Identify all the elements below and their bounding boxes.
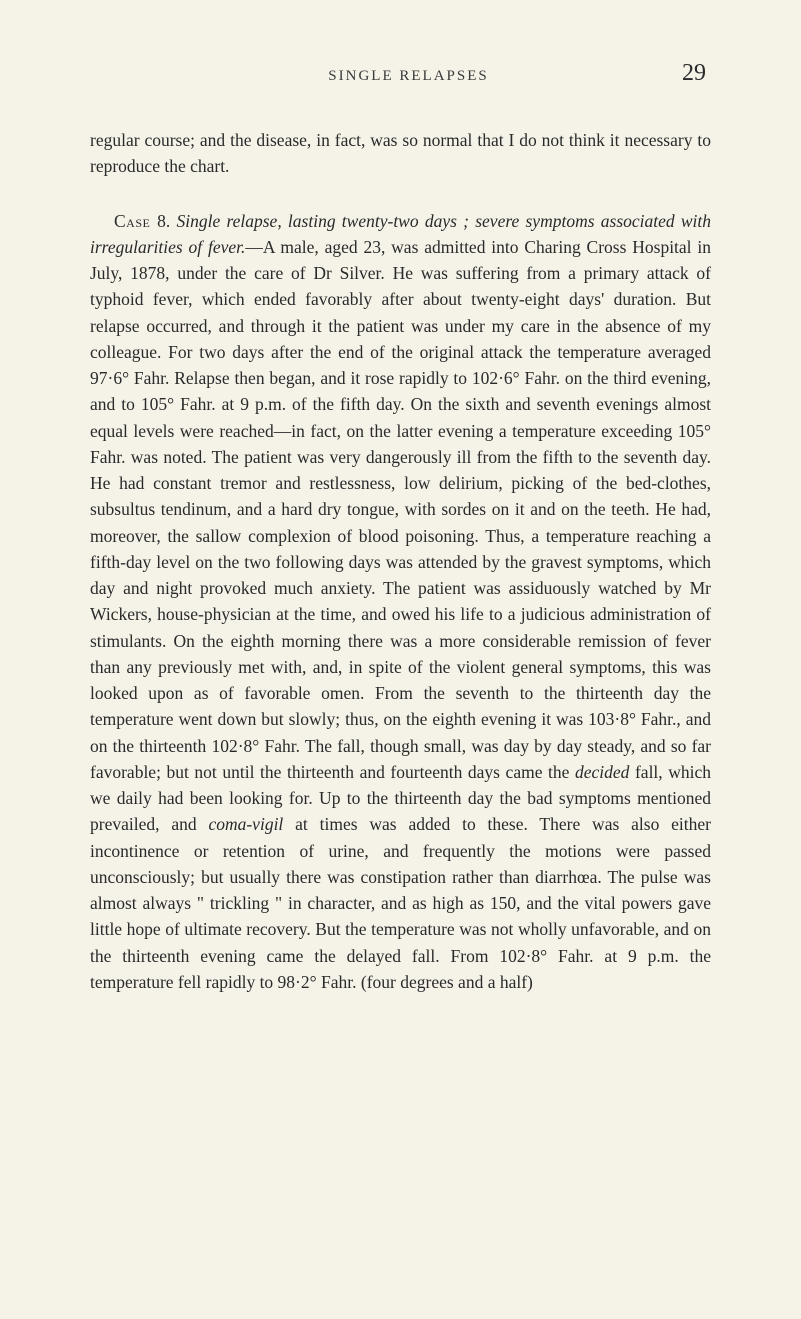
decided-italic: decided xyxy=(575,762,629,782)
case-label: Case xyxy=(114,211,157,231)
case-body-1: —A male, aged 23, was admitted into Char… xyxy=(90,237,711,782)
page-number: 29 xyxy=(682,60,706,87)
coma-vigil-italic: coma-vigil xyxy=(208,814,283,834)
page-header: SINGLE RELAPSES 29 xyxy=(90,60,711,87)
paragraph-1: regular course; and the disease, in fact… xyxy=(90,127,711,180)
case-number: 8. xyxy=(157,211,176,231)
running-head: SINGLE RELAPSES xyxy=(328,68,488,85)
paragraph-2: Case 8. Single relapse, lasting twenty-t… xyxy=(90,208,711,996)
case-body-3: at times was added to these. There was a… xyxy=(90,814,711,992)
